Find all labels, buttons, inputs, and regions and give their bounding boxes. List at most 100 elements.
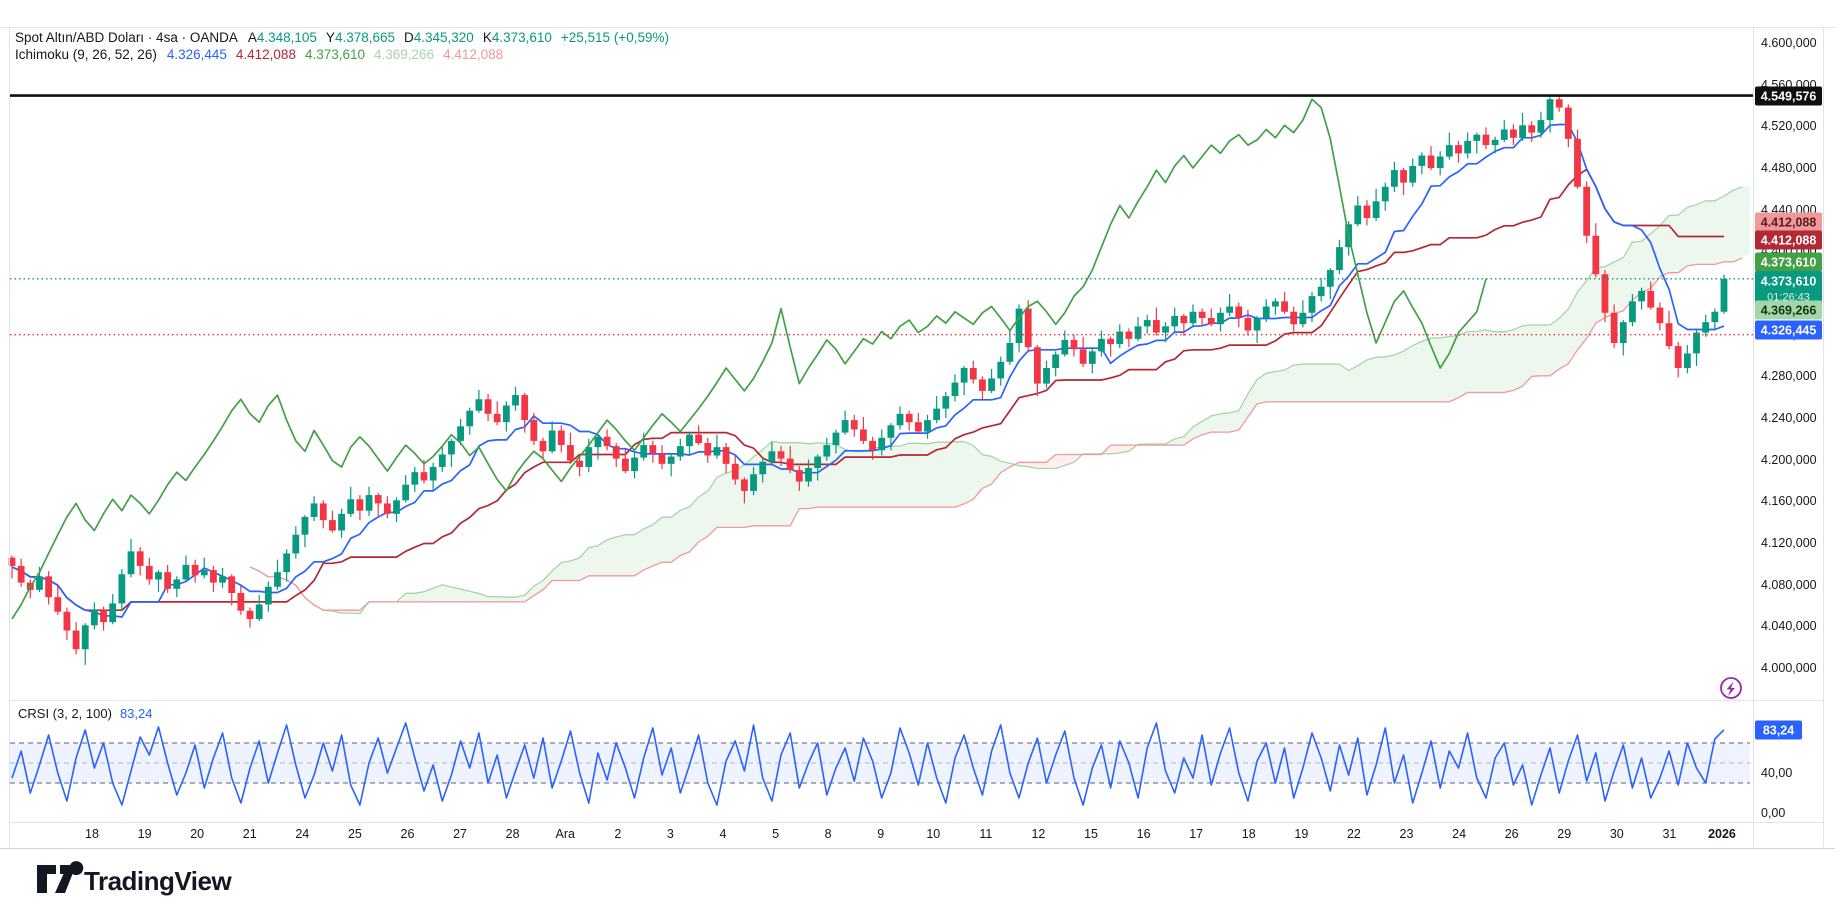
crsi-legend-row[interactable]: CRSI (3, 2, 100) 83,24 — [18, 706, 152, 721]
price-tick-label: 4.000,000 — [1761, 661, 1817, 675]
kijun-value: 4.412,088 — [235, 47, 296, 62]
crsi-axis[interactable]: 40,00 0,00 83,24 — [1755, 720, 1802, 821]
price-axis-badge — [1755, 252, 1822, 272]
open-label: A — [247, 30, 257, 45]
price-tick-label: 4.200,000 — [1761, 453, 1817, 467]
time-axis-label: 26 — [1505, 827, 1519, 841]
price-axis-badge-label: 4.412,088 — [1761, 216, 1817, 230]
candlesticks — [8, 95, 1728, 665]
crsi-pane — [10, 722, 1750, 806]
price-axis-badge-label: 4.373,610 — [1761, 256, 1817, 270]
time-axis-label: 20 — [190, 827, 204, 841]
close-label: K — [482, 30, 492, 45]
symbol-legend-row[interactable]: Spot Altın/ABD Doları · 4sa · OANDA A4.34… — [15, 29, 678, 46]
time-axis-label: 9 — [877, 827, 884, 841]
high-value: 4.378,665 — [334, 30, 395, 45]
crsi-tick-label: 0,00 — [1761, 806, 1785, 820]
time-axis-label: 18 — [1242, 827, 1256, 841]
time-axis-label: 2026 — [1708, 827, 1736, 841]
price-tick-label: 4.240,000 — [1761, 411, 1817, 425]
time-axis-label: 27 — [453, 827, 467, 841]
time-axis-label: 3 — [667, 827, 674, 841]
ichimoku-label: Ichimoku (9, 26, 52, 26) — [15, 47, 157, 62]
time-axis-label: 15 — [1084, 827, 1098, 841]
price-axis-badge — [1755, 320, 1822, 340]
chikou-span-line — [11, 98, 1487, 620]
time-axis-label: 2 — [614, 827, 621, 841]
low-value: 4.345,320 — [413, 30, 474, 45]
price-axis-badge — [1755, 230, 1822, 250]
crsi-tick-label: 40,00 — [1761, 766, 1792, 780]
tenkan-value: 4.326,445 — [166, 47, 227, 62]
open-value: 4.348,105 — [256, 30, 317, 45]
crsi-label: CRSI (3, 2, 100) — [18, 706, 112, 721]
price-tick-label: 4.080,000 — [1761, 578, 1817, 592]
time-axis-label: 22 — [1347, 827, 1361, 841]
price-tick-label: 4.520,000 — [1761, 119, 1817, 133]
price-axis-badge-label: 4.326,445 — [1761, 324, 1817, 338]
crsi-value-badge — [1755, 720, 1802, 740]
tradingview-logo-text: TradingView — [84, 866, 232, 896]
time-axis-label: 21 — [243, 827, 257, 841]
time-axis-label: 4 — [719, 827, 726, 841]
time-axis-label: Ara — [555, 827, 575, 841]
time-axis-label: 11 — [979, 827, 992, 841]
close-value: 4.373,610 — [491, 30, 552, 45]
pane-separators — [0, 27, 1835, 849]
time-axis-label: 19 — [1294, 827, 1308, 841]
tradingview-logo[interactable]: TradingView — [0, 849, 560, 909]
price-axis-badge — [1755, 300, 1822, 320]
price-tick-label: 4.600,000 — [1761, 36, 1817, 50]
time-axis-label: 19 — [138, 827, 152, 841]
senkou-a-value: 4.369,266 — [374, 47, 435, 62]
time-axis-label: 23 — [1400, 827, 1414, 841]
lightning-button[interactable] — [1720, 677, 1742, 699]
time-axis-label: 17 — [1189, 827, 1203, 841]
crsi-value: 83,24 — [119, 706, 153, 721]
high-label: Y — [325, 30, 335, 45]
time-axis-label: 30 — [1610, 827, 1624, 841]
tradingview-logo-mark — [37, 861, 84, 893]
time-axis-label: 26 — [401, 827, 415, 841]
time-axis[interactable]: 18 19 20 21 24 25 26 27 28 Ara 2 3 4 5 8 9 10 11 12 15 16 17 1… — [85, 827, 1736, 841]
chart-legend: Spot Altın/ABD Doları · 4sa · OANDA A4.34… — [15, 29, 678, 63]
price-axis-badge — [1755, 212, 1822, 232]
price-axis-badge — [1755, 86, 1822, 106]
symbol-title: Spot Altın/ABD Doları · 4sa · OANDA — [15, 30, 238, 45]
price-axis[interactable]: 4.600,0004.560,0004.520,0004.480,0004.44… — [1755, 36, 1822, 675]
chikou-value: 4.373,610 — [304, 47, 366, 62]
change-value: +25,515 (+0,59%) — [560, 30, 669, 45]
time-axis-label: 28 — [506, 827, 520, 841]
time-axis-label: 12 — [1031, 827, 1045, 841]
time-axis-label: 8 — [825, 827, 832, 841]
footer-bar: TradingView — [0, 849, 1835, 909]
time-axis-label: 10 — [926, 827, 940, 841]
time-axis-label: 24 — [1452, 827, 1466, 841]
crsi-badge-label: 83,24 — [1763, 724, 1794, 738]
time-axis-label: 5 — [772, 827, 779, 841]
time-axis-label: 29 — [1557, 827, 1571, 841]
price-tick-label: 4.120,000 — [1761, 536, 1817, 550]
price-level-lines — [10, 94, 1753, 336]
price-tick-label: 4.480,000 — [1761, 161, 1817, 175]
price-axis-badge-label: 4.412,088 — [1761, 234, 1817, 248]
time-axis-label: 18 — [85, 827, 99, 841]
price-tick-label: 4.280,000 — [1761, 369, 1817, 383]
price-tick-label: 4.040,000 — [1761, 619, 1817, 633]
price-axis-badge-label: 4.549,576 — [1761, 90, 1817, 104]
time-axis-label: 24 — [295, 827, 309, 841]
price-tick-label: 4.160,000 — [1761, 494, 1817, 508]
lightning-icon — [1726, 681, 1735, 696]
ichimoku-legend-row[interactable]: Ichimoku (9, 26, 52, 26) 4.326,445 4.412,0… — [15, 46, 678, 63]
ichimoku-lines — [11, 123, 1725, 618]
low-label: D — [404, 30, 414, 45]
price-axis-badge-label: 4.373,610 — [1761, 275, 1817, 289]
price-axis-badge-label: 4.369,266 — [1761, 304, 1817, 318]
senkou-b-value: 4.412,088 — [443, 47, 504, 62]
time-axis-label: 16 — [1137, 827, 1151, 841]
time-axis-label: 31 — [1662, 827, 1676, 841]
price-axis-badge — [1755, 271, 1822, 305]
time-axis-label: 25 — [348, 827, 362, 841]
